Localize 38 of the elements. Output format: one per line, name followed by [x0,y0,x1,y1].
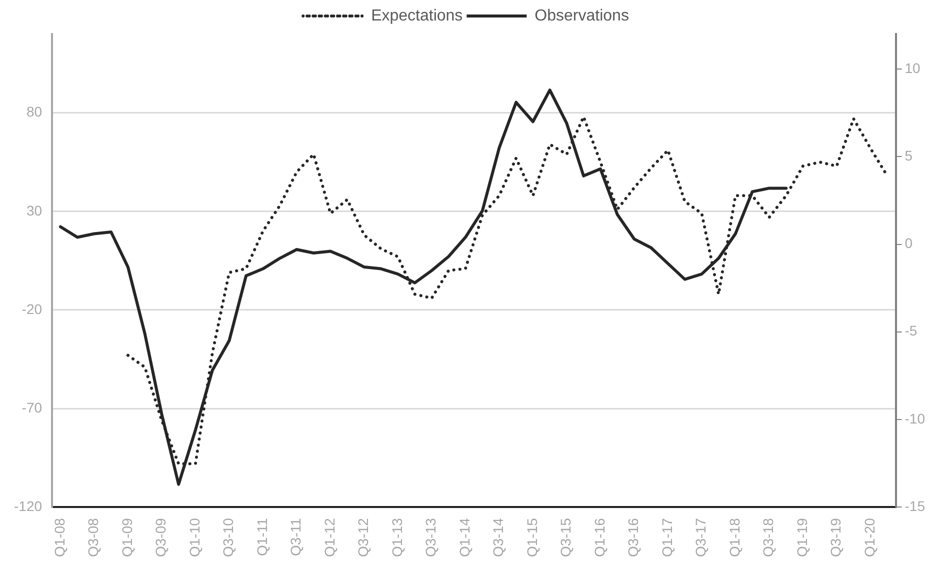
x-tick-label: Q1-08 [51,518,68,558]
x-tick-label: Q3-18 [760,518,776,558]
x-tick-label: Q3-14 [490,518,506,558]
x-tick-label: Q1-10 [186,518,202,558]
x-tick-label: Q1-13 [388,518,405,558]
x-tick-label: Q3-12 [355,518,372,558]
x-tick-label: Q1-09 [118,518,135,558]
x-tick-label: Q1-19 [794,518,810,558]
x-tick-label: Q1-15 [524,518,540,558]
y2-tick-label: -10 [904,410,926,426]
x-tick-label: Q1-18 [726,518,742,558]
x-tick-label: Q3-15 [558,518,574,558]
x-tick-label: Q3-11 [288,518,304,556]
legend-label: Expectations [371,7,463,24]
x-tick-label: Q1-20 [861,518,878,558]
x-tick-label: Q3-13 [422,518,439,558]
y2-tick-label: -15 [904,498,926,514]
x-tick-label: Q1-17 [658,518,675,558]
y2-tick-label: -5 [904,322,918,339]
y2-tick-label: 5 [904,148,913,164]
y2-tick-label: 0 [904,235,913,252]
y-tick-label: -70 [22,399,42,416]
y2-tick-label: 10 [904,60,921,76]
x-tick-label: Q1-12 [321,518,338,558]
y-tick-label: -20 [22,300,42,317]
x-tick-label: Q3-17 [692,518,709,558]
x-tick-label: Q1-16 [591,518,608,558]
x-tick-label: Q3-16 [625,518,642,558]
y-tick-label: 30 [26,202,42,218]
y-tick-label: -120 [14,498,42,514]
x-tick-label: Q1-11 [254,518,270,556]
x-tick-label: Q3-08 [85,518,102,558]
x-tick-label: Q3-10 [220,518,236,558]
legend-label: Observations [534,7,629,24]
x-tick-label: Q3-19 [828,518,844,558]
y-tick-label: 80 [26,104,42,120]
x-tick-label: Q1-14 [456,518,472,558]
x-tick-label: Q3-09 [152,518,169,558]
